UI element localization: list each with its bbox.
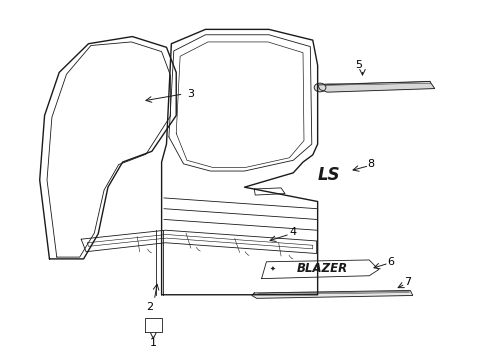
Circle shape xyxy=(314,83,325,92)
Text: 2: 2 xyxy=(145,302,153,312)
Text: 3: 3 xyxy=(187,89,194,99)
Text: 7: 7 xyxy=(404,277,410,287)
Text: 5: 5 xyxy=(355,60,362,70)
Text: 6: 6 xyxy=(386,257,393,267)
Text: 4: 4 xyxy=(289,227,296,237)
Polygon shape xyxy=(317,81,434,92)
Text: BLAZER: BLAZER xyxy=(296,262,347,275)
Text: 1: 1 xyxy=(149,338,157,348)
Text: ✦: ✦ xyxy=(269,266,275,272)
Text: 8: 8 xyxy=(367,159,374,169)
Polygon shape xyxy=(251,291,412,298)
Text: LS: LS xyxy=(317,166,340,184)
